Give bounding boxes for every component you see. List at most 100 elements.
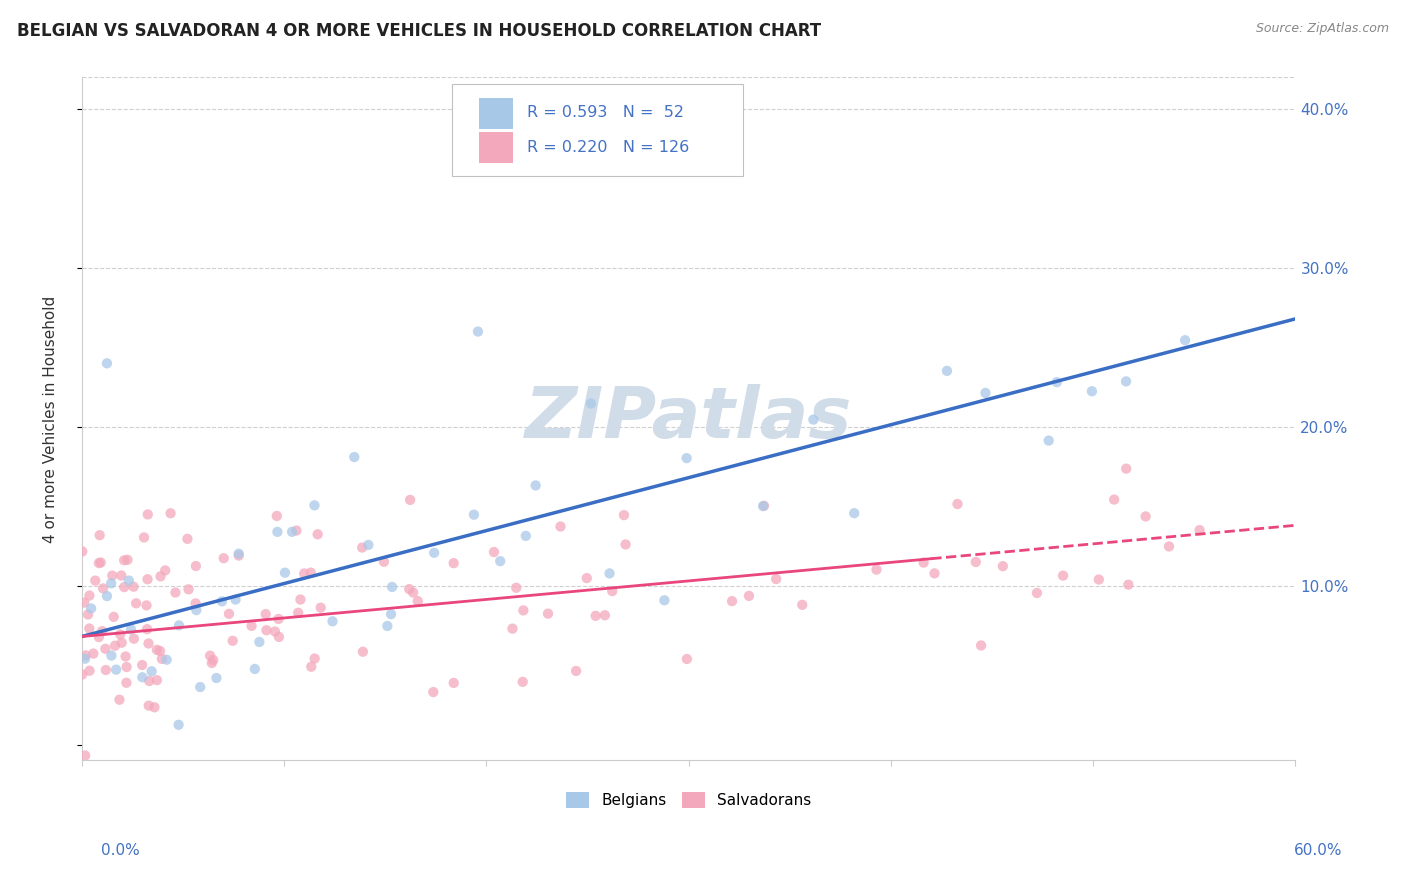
Point <box>399 492 422 507</box>
Point <box>970 639 993 653</box>
Point <box>537 607 560 621</box>
Point <box>377 619 399 633</box>
Point <box>146 642 169 657</box>
Point <box>381 580 404 594</box>
Point <box>201 656 224 670</box>
Point <box>974 385 997 400</box>
Point <box>150 652 173 666</box>
Point <box>120 623 142 637</box>
Point <box>501 622 523 636</box>
Bar <box>478 98 513 128</box>
Point <box>1135 509 1157 524</box>
Point <box>1038 434 1060 448</box>
Point <box>80 601 103 615</box>
Point <box>112 580 135 594</box>
Point <box>489 554 512 568</box>
Point <box>512 603 534 617</box>
Point <box>202 653 225 667</box>
Point <box>186 603 208 617</box>
Point <box>1102 492 1125 507</box>
Point <box>721 594 744 608</box>
Point <box>84 574 107 588</box>
Point <box>1026 586 1049 600</box>
Point <box>87 556 110 570</box>
Point <box>125 596 148 610</box>
Point <box>79 589 101 603</box>
Point <box>274 566 297 580</box>
Point <box>153 563 176 577</box>
Point <box>505 581 527 595</box>
Point <box>149 569 172 583</box>
Point <box>75 648 97 663</box>
Point <box>299 566 322 580</box>
Point <box>281 524 304 539</box>
Point <box>132 531 155 545</box>
Point <box>565 664 588 678</box>
Point <box>254 607 277 621</box>
Text: 60.0%: 60.0% <box>1295 843 1343 858</box>
Point <box>100 648 122 663</box>
Point <box>299 659 322 673</box>
Point <box>1188 523 1211 537</box>
Point <box>146 673 169 688</box>
Point <box>75 748 97 763</box>
Point <box>965 555 987 569</box>
Point <box>136 622 159 636</box>
Point <box>613 508 636 522</box>
Point <box>101 568 124 582</box>
Point <box>575 571 598 585</box>
Point <box>304 499 326 513</box>
Point <box>131 658 153 673</box>
Point <box>593 608 616 623</box>
Point <box>247 635 270 649</box>
Point <box>221 633 243 648</box>
Point <box>240 619 263 633</box>
Point <box>792 598 814 612</box>
Point <box>1174 333 1197 347</box>
Point <box>256 624 278 638</box>
Point <box>309 600 332 615</box>
Text: R = 0.220   N = 126: R = 0.220 N = 126 <box>527 140 689 154</box>
Bar <box>478 132 513 163</box>
Point <box>96 356 118 370</box>
Point <box>167 718 190 732</box>
Point <box>141 665 163 679</box>
Point <box>550 519 572 533</box>
Text: Source: ZipAtlas.com: Source: ZipAtlas.com <box>1256 22 1389 36</box>
Point <box>1157 540 1180 554</box>
Point <box>285 524 308 538</box>
Point <box>402 585 425 599</box>
Point <box>482 545 505 559</box>
Point <box>143 700 166 714</box>
Text: R = 0.593   N =  52: R = 0.593 N = 52 <box>527 105 685 120</box>
Point <box>94 641 117 656</box>
Point <box>373 555 395 569</box>
Legend: Belgians, Salvadorans: Belgians, Salvadorans <box>560 786 817 814</box>
Point <box>122 580 145 594</box>
Point <box>111 636 134 650</box>
Text: ZIPatlas: ZIPatlas <box>524 384 852 453</box>
Point <box>79 664 101 678</box>
Point <box>159 506 181 520</box>
Point <box>138 673 160 688</box>
Point <box>1118 577 1140 591</box>
Point <box>100 576 122 591</box>
Point <box>122 632 145 646</box>
Point <box>136 508 159 522</box>
Point <box>167 618 190 632</box>
Point <box>184 596 207 610</box>
Point <box>292 566 315 581</box>
Y-axis label: 4 or more Vehicles in Household: 4 or more Vehicles in Household <box>44 295 58 542</box>
Point <box>752 499 775 513</box>
Point <box>104 639 127 653</box>
Point <box>188 680 211 694</box>
Point <box>467 325 489 339</box>
Point <box>114 649 136 664</box>
Point <box>352 541 374 555</box>
Point <box>138 636 160 650</box>
Point <box>266 508 288 523</box>
Point <box>228 547 250 561</box>
Point <box>72 544 94 558</box>
Point <box>579 396 602 410</box>
Point <box>73 651 96 665</box>
